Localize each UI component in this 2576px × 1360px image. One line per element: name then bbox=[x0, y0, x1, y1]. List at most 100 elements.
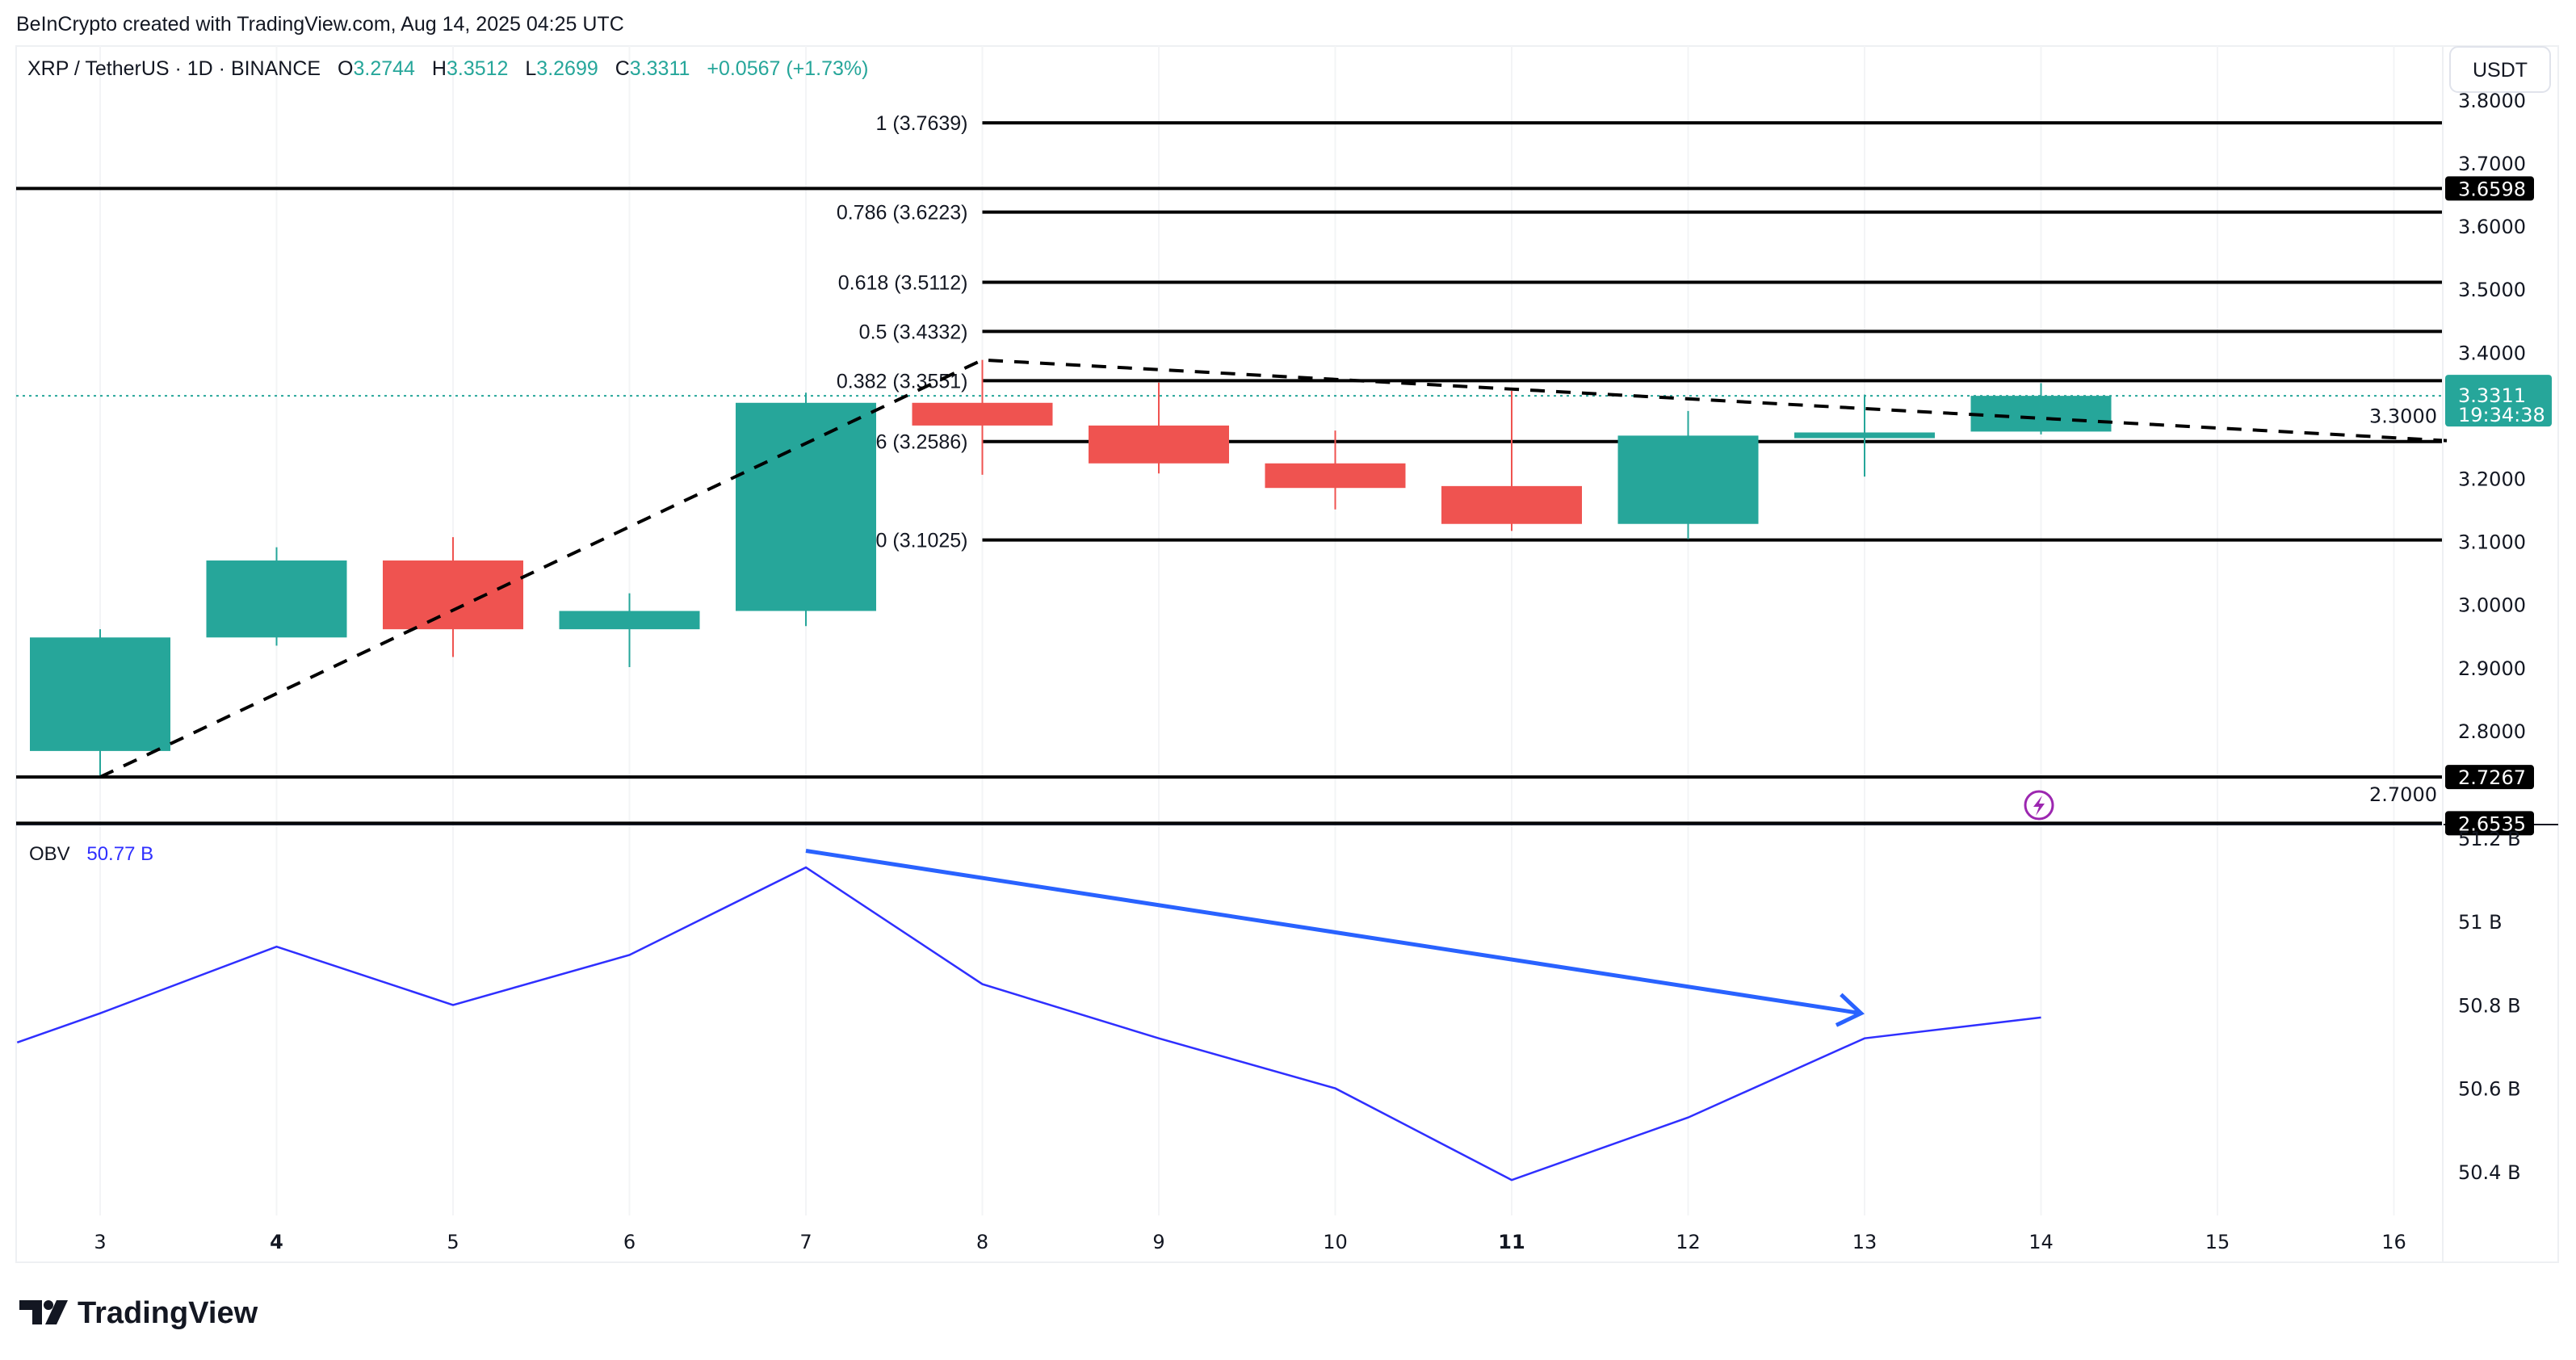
price-tick-label: 3.0000 bbox=[2458, 594, 2526, 617]
candle[interactable] bbox=[383, 537, 523, 657]
change-value: +0.0567 (+1.73%) bbox=[707, 57, 868, 80]
price-tick-label: 3.2000 bbox=[2458, 468, 2526, 491]
price-tick-label: 2.8000 bbox=[2458, 720, 2526, 743]
candle[interactable] bbox=[206, 547, 347, 646]
last-price-value: 3.3311 bbox=[2458, 384, 2526, 407]
symbol-name[interactable]: XRP / TetherUS · 1D · BINANCE bbox=[27, 57, 321, 80]
time-tick-label: 6 bbox=[623, 1231, 636, 1253]
time-tick-label: 13 bbox=[1852, 1231, 1877, 1253]
time-tick-label: 8 bbox=[976, 1231, 988, 1253]
open-value: 3.2744 bbox=[353, 57, 415, 80]
time-tick-label: 4 bbox=[270, 1231, 283, 1253]
candle-body bbox=[30, 637, 170, 751]
obv-line[interactable] bbox=[16, 866, 2041, 1182]
candle[interactable] bbox=[1089, 382, 1229, 474]
arrow-head-icon bbox=[1835, 993, 1865, 1027]
chart-frame bbox=[15, 45, 2559, 1263]
candle-body bbox=[383, 560, 523, 630]
candle-body bbox=[1794, 432, 1935, 439]
candle-body bbox=[206, 560, 347, 638]
currency-button[interactable]: USDT bbox=[2449, 46, 2551, 93]
tradingview-logo[interactable]: TradingView bbox=[19, 1296, 258, 1330]
fib-level-label: 0.786 (3.6223) bbox=[837, 202, 968, 225]
price-level-badge-label: 2.7267 bbox=[2458, 766, 2526, 789]
candle-body bbox=[1617, 435, 1759, 524]
time-tick-label: 12 bbox=[1676, 1231, 1701, 1253]
candle[interactable] bbox=[736, 392, 876, 627]
candle[interactable] bbox=[1441, 390, 1582, 531]
last-price-badge bbox=[2445, 375, 2552, 427]
candle-body bbox=[559, 611, 700, 630]
obv-legend: OBV 50.77 B bbox=[29, 843, 153, 865]
obv-tick-label: 50.8 B bbox=[2458, 994, 2521, 1017]
candle[interactable] bbox=[30, 629, 170, 776]
candle[interactable] bbox=[1265, 430, 1406, 510]
price-pane[interactable]: 1 (3.7639) 0.786 (3.6223) 0.618 (3.5112) 0.… bbox=[16, 112, 2448, 825]
price-tick-label: 3.5000 bbox=[2458, 279, 2526, 301]
candle[interactable] bbox=[912, 359, 1053, 475]
price-tick-label: 3.3000 bbox=[2369, 405, 2437, 427]
high-label: H bbox=[432, 57, 447, 80]
price-tick-label: 3.4000 bbox=[2458, 342, 2526, 364]
fib-level-label: 0.382 (3.3551) bbox=[837, 370, 968, 392]
candle[interactable] bbox=[1970, 383, 2112, 434]
price-level-badge bbox=[2445, 765, 2534, 790]
price-tick-label: 3.7000 bbox=[2458, 153, 2526, 175]
low-label: L bbox=[525, 57, 536, 80]
time-tick-label: 14 bbox=[2028, 1231, 2054, 1253]
time-tick-label: 3 bbox=[94, 1231, 106, 1253]
countdown-value: 19:34:38 bbox=[2458, 404, 2545, 426]
obv-value: 50.77 B bbox=[86, 843, 153, 865]
candle-body bbox=[1265, 463, 1406, 489]
candle-body bbox=[912, 402, 1053, 426]
price-tick-label: 2.9000 bbox=[2458, 657, 2526, 680]
price-axis[interactable]: 3.8000 3.7000 3.6000 3.5000 3.4000 3.3000 3.20… bbox=[2369, 90, 2552, 1184]
price-level-badge-label: 3.6598 bbox=[2458, 178, 2526, 200]
fib-level-label: 1 (3.7639) bbox=[876, 112, 968, 135]
fib-level-label: 0.618 (3.5112) bbox=[838, 271, 968, 294]
price-level-badge-label: 2.6535 bbox=[2458, 812, 2526, 835]
time-tick-label: 15 bbox=[2205, 1231, 2230, 1253]
price-level-badge bbox=[2445, 811, 2534, 836]
price-level-badge bbox=[2445, 176, 2534, 201]
currency-label: USDT bbox=[2473, 59, 2528, 82]
price-tick-label: 3.6000 bbox=[2458, 216, 2526, 238]
alert-lightning-icon[interactable] bbox=[2024, 790, 2054, 821]
candle[interactable] bbox=[559, 593, 700, 668]
fib-level-label: 0.5 (3.4332) bbox=[859, 321, 968, 343]
open-label: O bbox=[338, 57, 353, 80]
time-axis[interactable]: 3 4 5 6 7 8 9 10 11 12 13 14 15 16 bbox=[94, 46, 2444, 1262]
candle-body bbox=[1970, 396, 2112, 432]
close-label: C bbox=[615, 57, 630, 80]
credit-text: BeInCrypto created with TradingView.com,… bbox=[16, 13, 624, 36]
time-tick-label: 16 bbox=[2381, 1231, 2406, 1253]
obv-tick-label: 50.6 B bbox=[2458, 1078, 2521, 1101]
time-tick-label: 7 bbox=[799, 1231, 812, 1253]
price-tick-label: 2.7000 bbox=[2369, 783, 2437, 806]
obv-tick-label: 51.2 B bbox=[2458, 828, 2521, 850]
divergence-arrow-line[interactable] bbox=[805, 849, 1862, 1016]
candle-body bbox=[1089, 425, 1229, 464]
candle[interactable] bbox=[1794, 394, 1935, 477]
fib-level-label: 0 (3.1025) bbox=[876, 530, 968, 552]
obv-pane[interactable] bbox=[16, 849, 2041, 1182]
close-value: 3.3311 bbox=[630, 57, 690, 80]
obv-tick-label: 51 B bbox=[2458, 911, 2503, 934]
obv-tick-label: 50.4 B bbox=[2458, 1161, 2521, 1184]
candle-body bbox=[1441, 485, 1582, 524]
obv-label[interactable]: OBV bbox=[29, 843, 70, 865]
tradingview-logo-icon bbox=[19, 1300, 68, 1324]
symbol-legend: XRP / TetherUS · 1D · BINANCE O3.2744 H3… bbox=[27, 57, 869, 80]
high-value: 3.3512 bbox=[447, 57, 508, 80]
candle-body bbox=[736, 402, 876, 611]
low-value: 3.2699 bbox=[536, 57, 598, 80]
time-tick-label: 11 bbox=[1498, 1231, 1525, 1253]
time-tick-label: 5 bbox=[447, 1231, 459, 1253]
price-tick-label: 3.8000 bbox=[2458, 90, 2526, 112]
time-tick-label: 10 bbox=[1323, 1231, 1348, 1253]
candle[interactable] bbox=[1617, 410, 1759, 539]
logo-text: TradingView bbox=[78, 1296, 258, 1330]
time-tick-label: 9 bbox=[1152, 1231, 1164, 1253]
price-tick-label: 3.1000 bbox=[2458, 531, 2526, 554]
